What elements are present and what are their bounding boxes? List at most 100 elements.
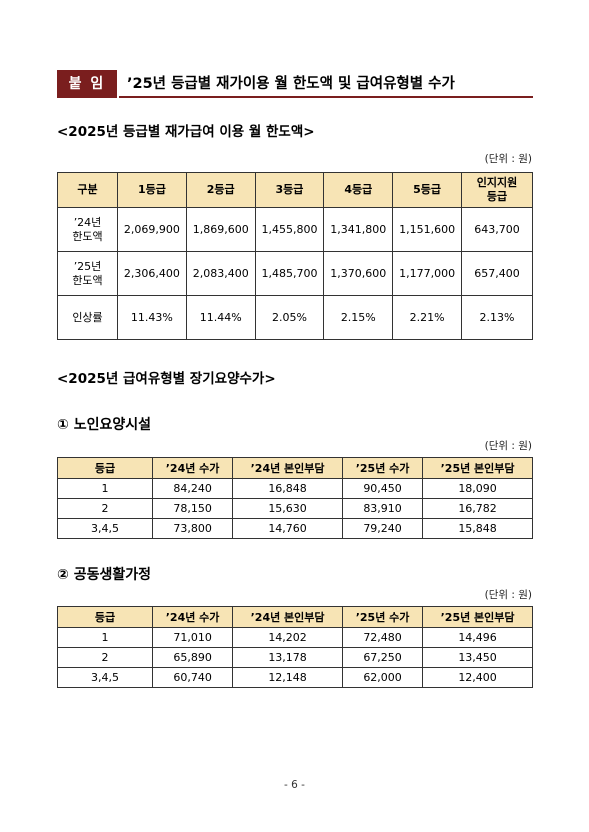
table-cell: 73,800 <box>151 518 234 539</box>
table-cell: 67,250 <box>341 647 424 668</box>
facility-fee-table: 등급 ’24년 수가 ’24년 본인부담 ’25년 수가 ’25년 본인부담 1… <box>57 457 533 539</box>
table-cell: 60,740 <box>151 667 234 688</box>
group-home-title: ② 공동생활가정 <box>57 567 152 583</box>
col-header: ’24년 수가 <box>151 606 234 628</box>
col-header: 등급 <box>57 606 153 628</box>
col-header: 3등급 <box>254 172 325 208</box>
table-cell: 1 <box>57 478 153 499</box>
table-cell: 1,455,800 <box>254 207 325 252</box>
section1-title: <2025년 등급별 재가급여 이용 월 한도액> <box>57 124 315 140</box>
table-row: ’25년 한도액 2,306,400 2,083,400 1,485,700 1,… <box>57 251 533 296</box>
table-cell: 2.21% <box>392 295 462 340</box>
table-cell: 13,178 <box>232 647 343 668</box>
col-header-line: 등급 <box>486 190 508 203</box>
row-label: 인상률 <box>57 295 118 340</box>
col-header: 2등급 <box>185 172 256 208</box>
table-cell: 83,910 <box>341 498 424 519</box>
table-cell: 2.05% <box>254 295 325 340</box>
table-header-row: 등급 ’24년 수가 ’24년 본인부담 ’25년 수가 ’25년 본인부담 <box>57 606 533 628</box>
col-header: 4등급 <box>323 172 394 208</box>
table-row: ’24년 한도액 2,069,900 1,869,600 1,455,800 1,… <box>57 207 533 252</box>
row-label-line: 한도액 <box>72 273 103 287</box>
table-cell: 1 <box>57 627 153 648</box>
table-cell: 14,760 <box>232 518 343 539</box>
table-cell: 15,848 <box>422 518 533 539</box>
row-label: ’24년 한도액 <box>57 207 118 252</box>
table-cell: 2,069,900 <box>117 207 187 252</box>
table-row: 1 84,240 16,848 90,450 18,090 <box>57 478 533 499</box>
col-header: 등급 <box>57 457 153 479</box>
row-label-line: ’24년 <box>73 215 102 229</box>
col-header: 구분 <box>57 172 118 208</box>
table-cell: 2 <box>57 498 153 519</box>
col-header: ’25년 수가 <box>341 457 424 479</box>
table-cell: 643,700 <box>461 207 533 252</box>
table-cell: 1,177,000 <box>392 251 462 296</box>
table-cell: 11.43% <box>117 295 187 340</box>
table-cell: 62,000 <box>341 667 424 688</box>
table-cell: 16,848 <box>232 478 343 499</box>
table-row: 2 78,150 15,630 83,910 16,782 <box>57 498 533 519</box>
table-cell: 2 <box>57 647 153 668</box>
table-cell: 1,341,800 <box>323 207 394 252</box>
table-row: 3,4,5 60,740 12,148 62,000 12,400 <box>57 667 533 688</box>
facility-unit: (단위 : 원) <box>484 440 532 452</box>
facility-title: ① 노인요양시설 <box>57 417 152 433</box>
table-cell: 2.15% <box>323 295 394 340</box>
col-header: 인지지원 등급 <box>461 172 533 208</box>
monthly-limit-table: 구분 1등급 2등급 3등급 4등급 5등급 인지지원 등급 ’24년 한도액 2,… <box>57 172 533 340</box>
table-header-row: 구분 1등급 2등급 3등급 4등급 5등급 인지지원 등급 <box>57 172 533 208</box>
table-cell: 79,240 <box>341 518 424 539</box>
col-header: ’25년 수가 <box>341 606 424 628</box>
row-label-line: ’25년 <box>73 259 102 273</box>
group-home-unit: (단위 : 원) <box>484 589 532 601</box>
table-cell: 16,782 <box>422 498 533 519</box>
section2-title: <2025년 급여유형별 장기요양수가> <box>57 371 276 387</box>
table-cell: 1,485,700 <box>254 251 325 296</box>
table-cell: 15,630 <box>232 498 343 519</box>
row-label-line: 한도액 <box>72 229 103 243</box>
table-cell: 657,400 <box>461 251 533 296</box>
table-cell: 12,400 <box>422 667 533 688</box>
page-title: ’25년 등급별 재가이용 월 한도액 및 급여유형별 수가 <box>127 76 455 92</box>
table-row: 2 65,890 13,178 67,250 13,450 <box>57 647 533 668</box>
table-cell: 12,148 <box>232 667 343 688</box>
table-cell: 72,480 <box>341 627 424 648</box>
table-cell: 65,890 <box>151 647 234 668</box>
table-cell: 14,496 <box>422 627 533 648</box>
col-header: ’25년 본인부담 <box>422 606 533 628</box>
table-cell: 1,151,600 <box>392 207 462 252</box>
group-home-fee-table: 등급 ’24년 수가 ’24년 본인부담 ’25년 수가 ’25년 본인부담 1… <box>57 606 533 688</box>
table-cell: 90,450 <box>341 478 424 499</box>
table-cell: 18,090 <box>422 478 533 499</box>
table-cell: 78,150 <box>151 498 234 519</box>
table-cell: 13,450 <box>422 647 533 668</box>
table-cell: 2,083,400 <box>185 251 256 296</box>
col-header: ’25년 본인부담 <box>422 457 533 479</box>
col-header-line: 인지지원 <box>476 176 518 189</box>
table-row: 3,4,5 73,800 14,760 79,240 15,848 <box>57 518 533 539</box>
col-header: 1등급 <box>117 172 187 208</box>
table-cell: 2.13% <box>461 295 533 340</box>
table-cell: 1,370,600 <box>323 251 394 296</box>
table-cell: 11.44% <box>185 295 256 340</box>
table-cell: 3,4,5 <box>57 667 153 688</box>
table-row: 1 71,010 14,202 72,480 14,496 <box>57 627 533 648</box>
table-cell: 1,869,600 <box>185 207 256 252</box>
page-number: - 6 - <box>284 779 305 791</box>
table-header-row: 등급 ’24년 수가 ’24년 본인부담 ’25년 수가 ’25년 본인부담 <box>57 457 533 479</box>
table-cell: 3,4,5 <box>57 518 153 539</box>
title-underline <box>119 96 533 98</box>
section1-unit: (단위 : 원) <box>484 153 532 165</box>
col-header: ’24년 수가 <box>151 457 234 479</box>
table-row: 인상률 11.43% 11.44% 2.05% 2.15% 2.21% 2.13… <box>57 295 533 340</box>
table-cell: 2,306,400 <box>117 251 187 296</box>
col-header: 5등급 <box>392 172 462 208</box>
attachment-badge: 붙 임 <box>57 70 117 98</box>
table-cell: 84,240 <box>151 478 234 499</box>
attachment-header: 붙 임 ’25년 등급별 재가이용 월 한도액 및 급여유형별 수가 <box>57 70 533 98</box>
row-label: ’25년 한도액 <box>57 251 118 296</box>
col-header: ’24년 본인부담 <box>232 457 343 479</box>
table-cell: 14,202 <box>232 627 343 648</box>
col-header: ’24년 본인부담 <box>232 606 343 628</box>
